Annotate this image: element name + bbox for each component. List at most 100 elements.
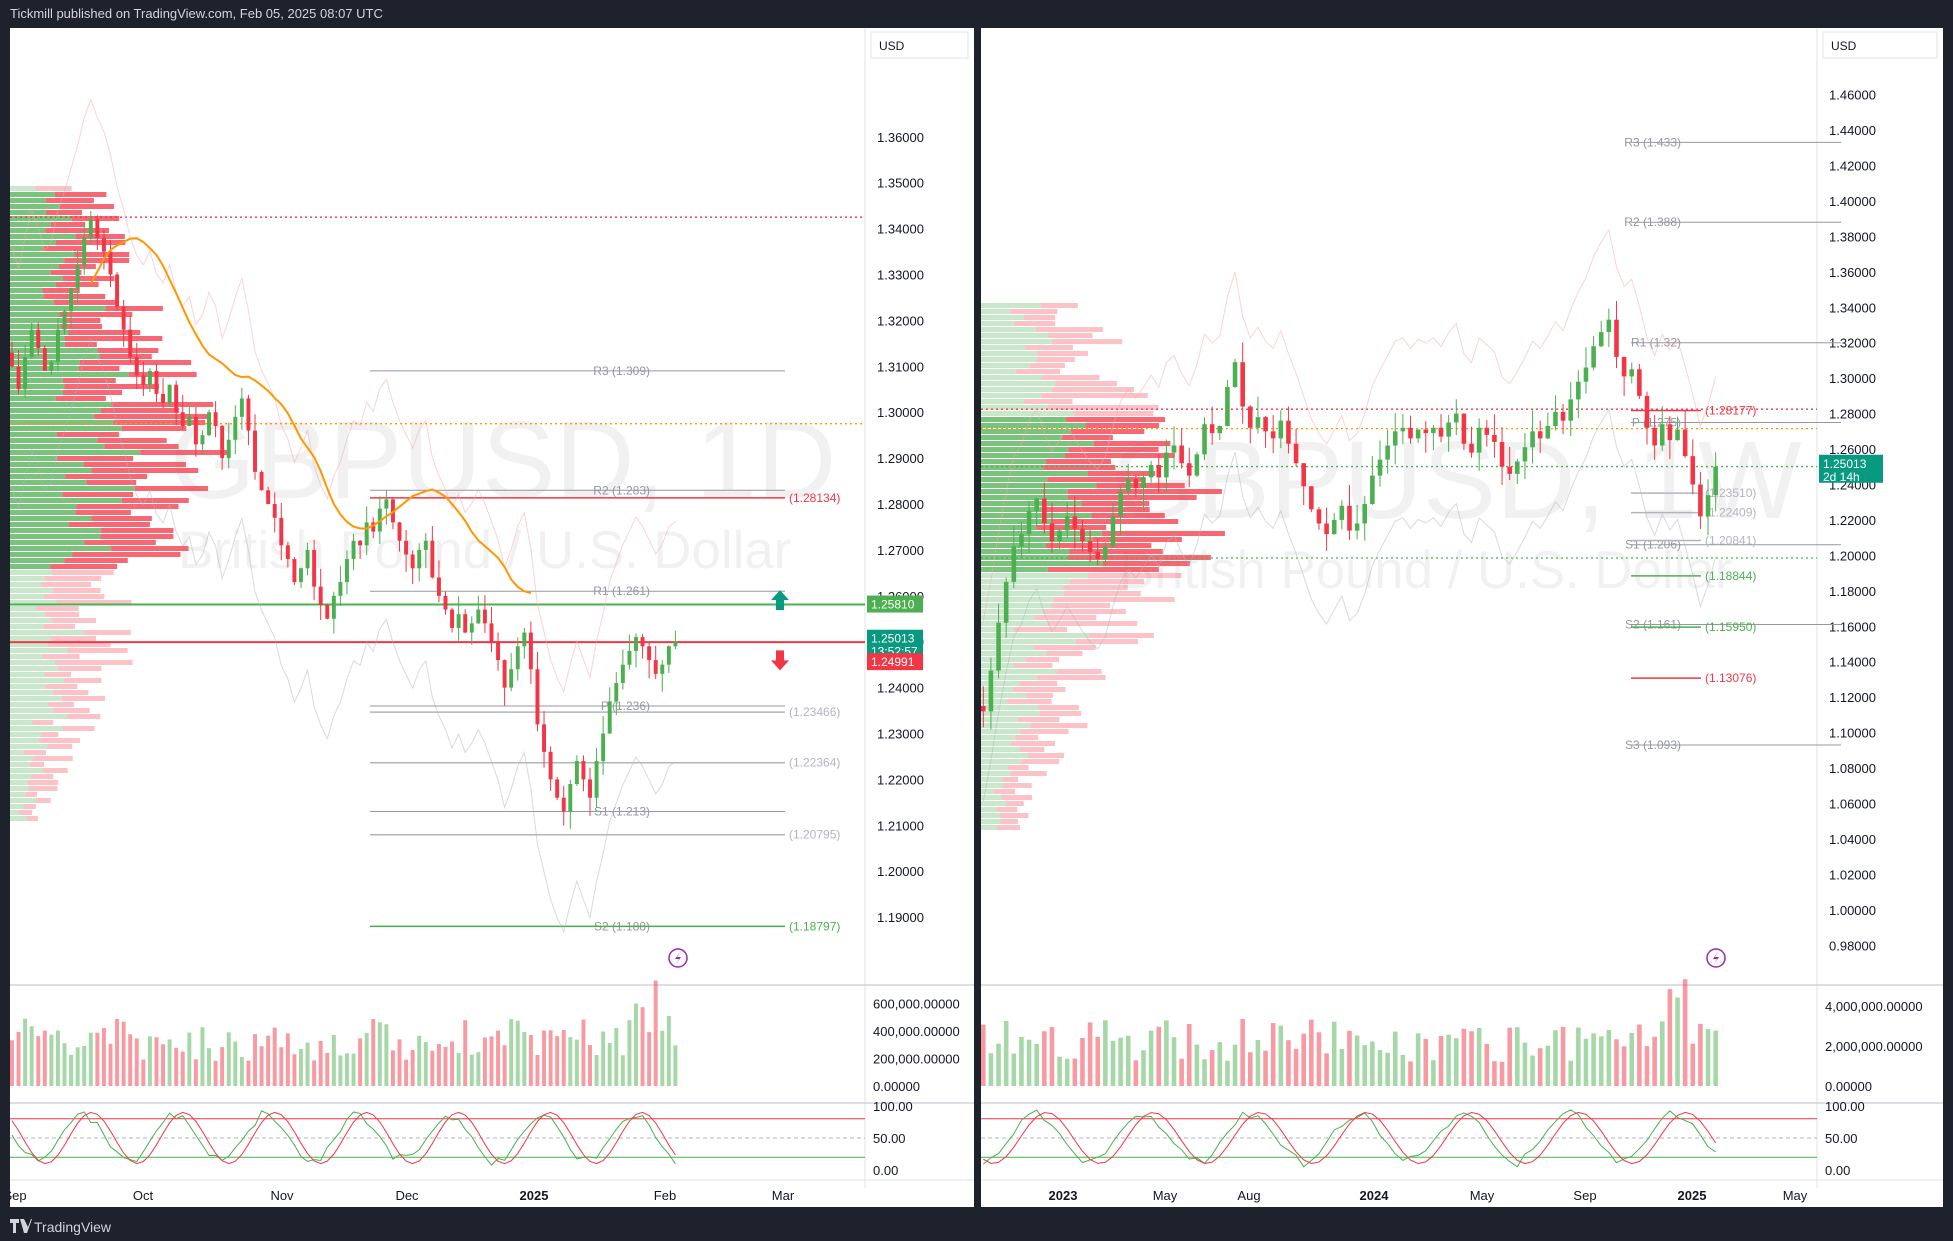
right-volume-bar [1087, 1022, 1093, 1086]
right-volume-profile-bar [1096, 483, 1185, 488]
left-candle-body [305, 549, 310, 569]
left-volume-profile-bar [10, 540, 85, 545]
left-candle-body [568, 784, 573, 812]
left-price-tick: 1.36000 [877, 130, 924, 145]
left-volume-profile-bar [97, 348, 159, 353]
left-volume-profile-bar [10, 744, 48, 749]
right-volume-bar [1293, 1048, 1299, 1086]
right-candle-body [1118, 491, 1123, 517]
right-volume-profile-bar [1075, 639, 1139, 644]
left-price-tick: 1.32000 [877, 313, 924, 328]
left-volume-profile-bar [10, 252, 75, 257]
left-volume-profile-bar [10, 672, 45, 677]
right-volume-profile-bar [1025, 345, 1074, 350]
left-volume-profile-bar [56, 432, 119, 437]
left-volume-bar [502, 1045, 507, 1086]
left-volume-tick: 400,000.00000 [873, 1024, 960, 1039]
right-volume-profile-bar [1012, 687, 1066, 692]
right-volume-bar [1675, 997, 1680, 1086]
left-time-tick: 2025 [520, 1188, 549, 1203]
left-volume-profile-bar [100, 534, 174, 539]
left-volume-bar [292, 1054, 297, 1086]
left-lightning-glyph [675, 952, 681, 964]
right-candle-body [1568, 399, 1573, 421]
right-volume-profile-bar [981, 555, 1069, 560]
left-volume-bar [482, 1037, 487, 1086]
right-volume-bar [1225, 1060, 1230, 1086]
right-last-price-tag [1819, 454, 1883, 483]
right-volume-profile-bar [981, 333, 1049, 338]
right-volume-profile-bar [981, 525, 1037, 530]
right-volume-bar [1309, 1019, 1314, 1086]
right-candle-body [1537, 431, 1543, 439]
left-volume-profile-bar [10, 240, 56, 245]
left-volume-bar [128, 1034, 133, 1086]
left-volume-profile-bar [10, 816, 27, 821]
right-candle-body [1698, 484, 1703, 517]
right-candle-body [1713, 466, 1718, 496]
left-volume-profile-bar [84, 630, 131, 635]
right-symbol-watermark: GBPUSD, 1W [1111, 419, 1802, 542]
right-pivot-label: S2 (1.161) [1625, 617, 1681, 631]
right-volume-bar [1202, 1059, 1207, 1086]
left-volume-profile-bar [10, 510, 76, 515]
right-volume-profile-bar [1017, 717, 1060, 722]
left-volume-profile-bar [44, 576, 102, 581]
right-volume-profile-bar [981, 693, 1026, 698]
left-volume-bar [95, 1032, 100, 1086]
left-volume-profile-bar [51, 618, 96, 623]
left-volume-bar [397, 1039, 402, 1086]
left-volume-bar [16, 1031, 21, 1086]
tradingview-logo-icon [10, 1219, 32, 1233]
left-candle-body [555, 779, 560, 798]
right-volume-bar [1377, 1050, 1383, 1086]
left-candle-body [528, 632, 533, 670]
left-candle-body [640, 637, 645, 647]
left-candle-body [154, 370, 159, 394]
left-down-arrow-icon [771, 650, 789, 671]
right-volume-bar [1316, 1032, 1322, 1086]
left-volume-profile-bar [10, 792, 26, 797]
left-candle-body [292, 559, 297, 583]
right-volume-profile-bar [981, 783, 1003, 788]
right-volume-profile-bar [1047, 621, 1138, 626]
left-candle-body [581, 761, 586, 780]
right-volume-profile-bar [1041, 393, 1148, 398]
right-volume-profile-bar [981, 765, 1009, 770]
right-volume-profile-bar [1005, 801, 1024, 806]
left-up-arrow-icon [771, 590, 789, 611]
right-volume-profile-bar [1025, 693, 1053, 698]
right-candle-body [1415, 429, 1421, 439]
left-chart-pane[interactable]: USD GBPUSD, 1D British Pound / U.S. Dollar… [10, 28, 974, 1207]
right-candle-body [1659, 424, 1665, 446]
right-volume-bar [1667, 989, 1673, 1086]
right-price-tick: 1.34000 [1829, 300, 1876, 315]
left-volume-bar [436, 1043, 441, 1086]
left-time-tick: Sep [10, 1188, 27, 1203]
right-volume-bar [1194, 1044, 1200, 1086]
left-time-tick: Dec [395, 1188, 419, 1203]
right-volume-bar [1339, 1049, 1345, 1086]
left-candle-body [253, 430, 257, 472]
left-volume-profile-bar [45, 228, 109, 233]
left-pivot-label: R3 (1.309) [593, 364, 650, 378]
right-volume-profile-bar [981, 591, 1064, 596]
right-volume-bar [981, 1024, 986, 1086]
right-volume-profile-bar [981, 435, 1063, 440]
right-lower-band [982, 408, 1717, 802]
left-volume-bar [666, 1015, 671, 1086]
right-candle-body [1446, 422, 1451, 437]
left-volume-profile-bar [45, 210, 83, 215]
right-pivot-label: R3 (1.433) [1624, 135, 1681, 149]
left-volume-bar [29, 1026, 34, 1086]
left-volume-bar [574, 1039, 579, 1086]
right-currency-box [1822, 31, 1938, 59]
left-volume-profile-bar [10, 450, 141, 455]
left-volume-profile-bar [10, 522, 69, 527]
left-volume-profile-bar [10, 774, 32, 779]
left-volume-bar [187, 1032, 192, 1086]
right-chart-pane[interactable]: USD GBPUSD, 1W British Pound / U.S. Dollar… [981, 28, 1943, 1207]
left-description-watermark: British Pound / U.S. Dollar [178, 521, 791, 580]
